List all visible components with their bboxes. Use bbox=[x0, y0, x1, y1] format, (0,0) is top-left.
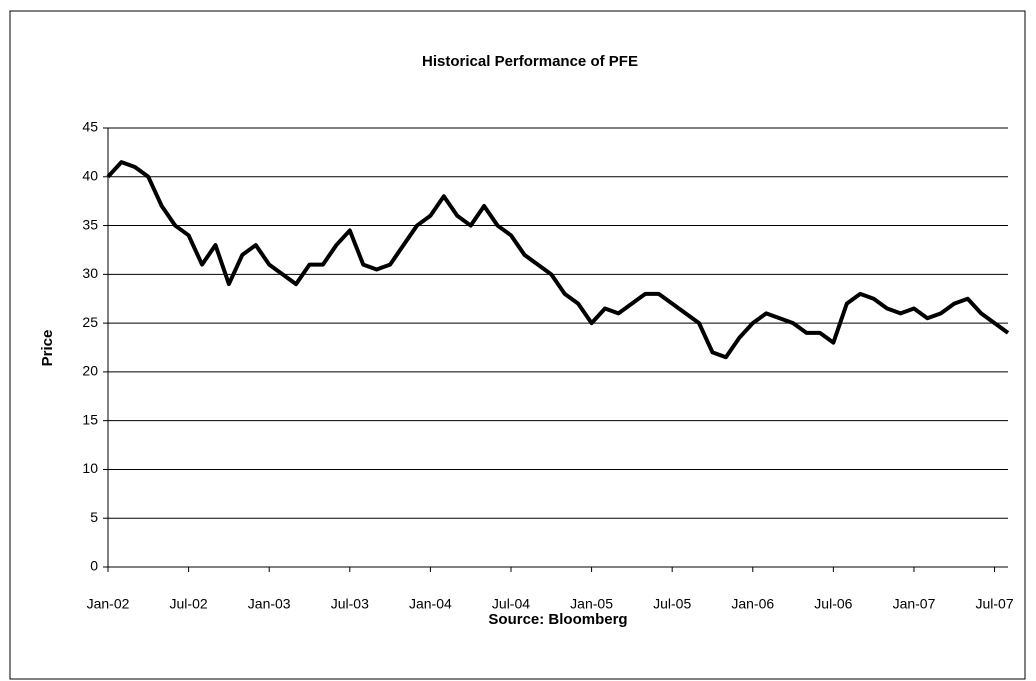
y-tick-label: 40 bbox=[82, 167, 98, 183]
x-axis-label: Source: Bloomberg bbox=[488, 611, 627, 628]
y-tick-label: 20 bbox=[82, 363, 98, 379]
y-tick-label: 45 bbox=[82, 119, 98, 135]
x-tick-label: Jul-05 bbox=[653, 596, 691, 612]
x-tick-label: Jul-04 bbox=[492, 596, 530, 612]
chart-title: Historical Performance of PFE bbox=[422, 53, 638, 70]
y-tick-label: 0 bbox=[90, 558, 98, 574]
price-line bbox=[106, 160, 1010, 360]
x-tick-label: Jan-04 bbox=[409, 596, 452, 612]
y-tick-label: 15 bbox=[82, 411, 98, 427]
x-tick-label: Jul-03 bbox=[331, 596, 369, 612]
y-tick-label: 5 bbox=[90, 509, 98, 525]
x-tick-label: Jan-03 bbox=[248, 596, 291, 612]
x-tick-label: Jan-06 bbox=[731, 596, 774, 612]
y-tick-label: 30 bbox=[82, 265, 98, 281]
y-tick-label: 10 bbox=[82, 460, 98, 476]
y-tick-label: 35 bbox=[82, 216, 98, 232]
x-tick-label: Jul-02 bbox=[170, 596, 208, 612]
x-tick-label: Jul-06 bbox=[814, 596, 852, 612]
x-tick-label: Jan-02 bbox=[87, 596, 130, 612]
x-tick-label: Jan-05 bbox=[570, 596, 613, 612]
y-axis-label: Price bbox=[39, 330, 56, 367]
y-tick-label: 25 bbox=[82, 314, 98, 330]
x-tick-label: Jul-07 bbox=[975, 596, 1013, 612]
chart-border bbox=[9, 10, 1026, 680]
x-tick-label: Jan-07 bbox=[893, 596, 936, 612]
